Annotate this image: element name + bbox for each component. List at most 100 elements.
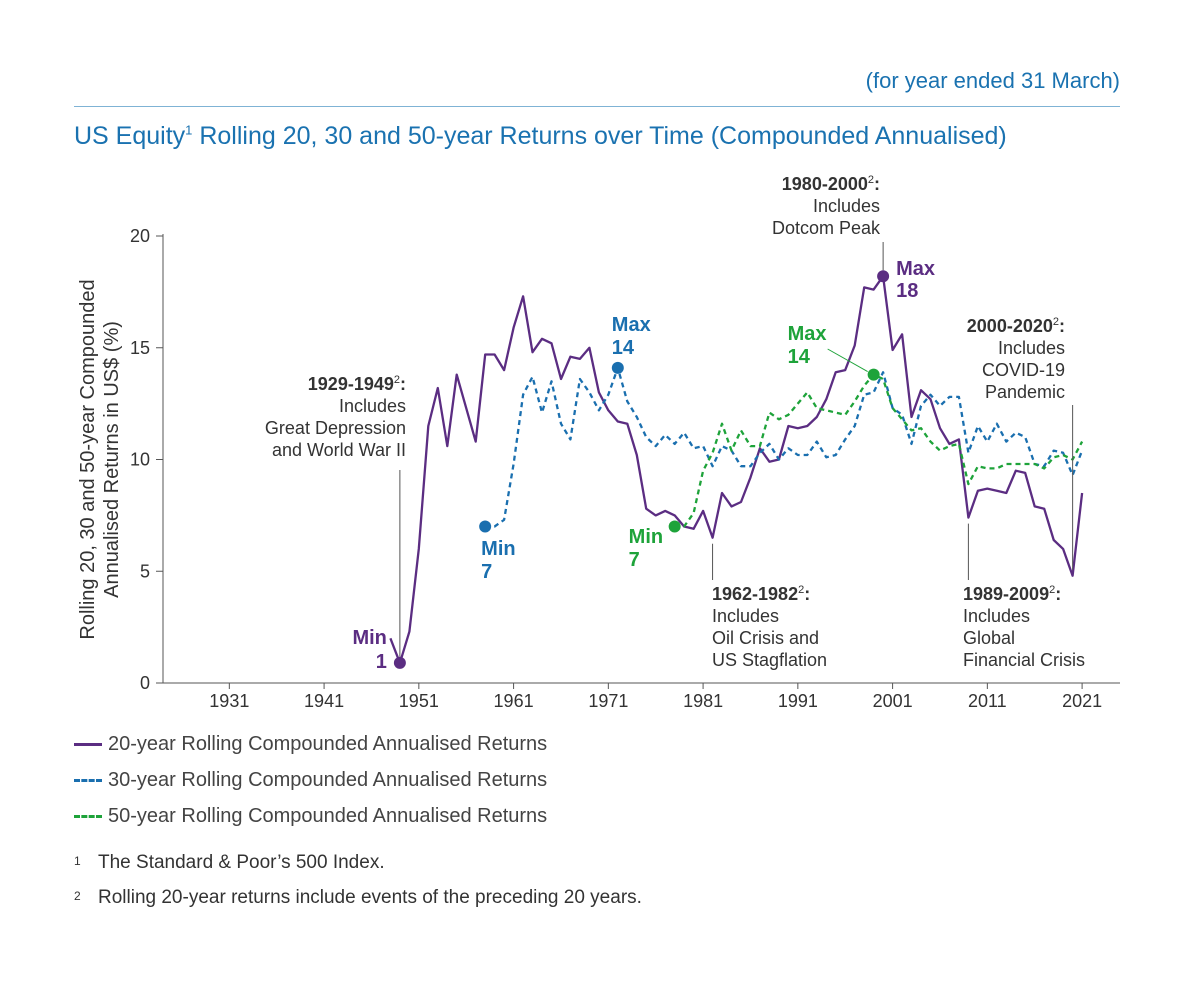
annotation-heading: 1962-1982	[712, 584, 798, 604]
marker-value: 1	[376, 651, 387, 673]
x-tick-label: 2001	[873, 691, 913, 711]
marker-r30-min	[479, 520, 492, 533]
marker-r20-min	[393, 656, 406, 669]
annotation-line: Financial Crisis	[963, 650, 1085, 670]
x-tick-label: 1941	[304, 691, 344, 711]
x-tick-label: 1981	[683, 691, 723, 711]
annotation-colon: :	[1055, 584, 1061, 604]
title-footnote-mark: 1	[185, 122, 193, 138]
legend-swatch-50yr	[74, 814, 102, 818]
annotation-a1989: 1989-20092: Includes Global Financial Crisi…	[963, 584, 1085, 670]
annotation-footnote-mark: 2	[1053, 316, 1059, 328]
y-tick-label: 15	[130, 338, 150, 358]
marker-r50-min	[668, 520, 681, 533]
marker-r30-max	[611, 361, 624, 374]
annotation-footnote-mark: 2	[394, 374, 400, 386]
marker-value: 7	[481, 561, 492, 583]
legend-item-20yr: 20-year Rolling Compounded Annualised Re…	[74, 726, 547, 762]
legend: 20-year Rolling Compounded Annualised Re…	[74, 726, 547, 834]
annotation-a1980: 1980-20002: Includes Dotcom Peak	[772, 174, 881, 238]
annotation-heading: 1989-2009	[963, 584, 1049, 604]
annotation-footnote-mark: 2	[798, 584, 804, 596]
annotation-line: Great Depression	[265, 418, 406, 438]
annotation-a2000: 2000-20202: Includes COVID-19 Pandemic	[967, 316, 1065, 402]
marker-value: 18	[896, 280, 918, 302]
y-axis-label-line: Annualised Returns in US$ (%)	[101, 321, 123, 598]
header-rule	[74, 106, 1120, 107]
legend-swatch-30yr	[74, 778, 102, 782]
x-tick-label: 1931	[209, 691, 249, 711]
marker-r50-max	[867, 368, 880, 381]
x-tick-label: 2021	[1062, 691, 1102, 711]
series-line-r20	[389, 275, 1084, 665]
annotation-line: and World War II	[272, 440, 406, 460]
marker-leader-r50-max	[827, 348, 868, 373]
annotation-colon: :	[400, 374, 406, 394]
footnote-2: 2 Rolling 20‑year returns include events…	[74, 887, 642, 922]
annotation-footnote-mark: 2	[868, 174, 874, 186]
marker-label: Max	[896, 258, 935, 280]
annotation-line: Oil Crisis and	[712, 628, 819, 648]
legend-label-50yr: 50-year Rolling Compounded Annualised Re…	[108, 804, 548, 827]
marker-value: 14	[788, 346, 811, 368]
marker-value: 14	[612, 337, 635, 359]
annotation-heading: 1929-1949	[308, 374, 394, 394]
y-tick-label: 5	[140, 561, 150, 581]
title-main: US Equity	[74, 122, 186, 150]
legend-swatch-20yr	[74, 742, 102, 746]
annotation-line: Includes	[712, 606, 779, 626]
footnote-text: Rolling 20‑year returns include events o…	[98, 887, 642, 908]
footnote-mark: 2	[74, 889, 81, 903]
footnote-1: 1 The Standard & Poor’s 500 Index.	[74, 852, 642, 887]
footnote-text: The Standard & Poor’s 500 Index.	[98, 852, 385, 873]
marker-r20-max	[877, 270, 890, 283]
x-tick-label: 1971	[588, 691, 628, 711]
chart-title: US Equity1 Rolling 20, 30 and 50-year Re…	[74, 122, 1007, 151]
y-axis-label: Rolling 20, 30 and 50-year Compounded Ann…	[77, 279, 123, 639]
x-tick-label: 1991	[778, 691, 818, 711]
period-note: (for year ended 31 March)	[865, 68, 1120, 93]
series-line-r30	[485, 366, 1084, 528]
marker-label: Min	[352, 627, 386, 649]
chart-annotations: 1929-19492: Includes Great Depression and W…	[265, 174, 1085, 670]
marker-label: Max	[788, 323, 827, 345]
legend-item-50yr: 50-year Rolling Compounded Annualised Re…	[74, 798, 547, 834]
annotation-line: Pandemic	[985, 382, 1065, 402]
annotation-colon: :	[1059, 316, 1065, 336]
legend-item-30yr: 30-year Rolling Compounded Annualised Re…	[74, 762, 547, 798]
y-tick-label: 0	[140, 673, 150, 693]
annotation-colon: :	[804, 584, 810, 604]
marker-label: Max	[612, 314, 651, 336]
annotation-a1929: 1929-19492: Includes Great Depression and W…	[265, 374, 406, 460]
chart-axes: 0 5 10 15 20 1931 1941 1951 1961 1971 1981 1991 2001…	[77, 226, 1120, 711]
legend-label-20yr: 20-year Rolling Compounded Annualised Re…	[108, 732, 548, 755]
x-tick-label: 2011	[968, 691, 1007, 711]
marker-label: Min	[481, 538, 515, 560]
annotation-line: Includes	[813, 196, 880, 216]
annotation-heading: 2000-2020	[967, 316, 1053, 336]
footnotes: 1 The Standard & Poor’s 500 Index. 2 Rol…	[74, 852, 642, 922]
annotation-colon: :	[874, 174, 880, 194]
annotation-a1962: 1962-19822: Includes Oil Crisis and US Stag…	[712, 584, 827, 670]
marker-label: Min	[629, 526, 663, 548]
y-axis-label-line: Rolling 20, 30 and 50-year Compounded	[77, 279, 99, 639]
legend-label-30yr: 30-year Rolling Compounded Annualised Re…	[108, 768, 548, 791]
footnote-mark: 1	[74, 854, 81, 868]
marker-value: 7	[629, 549, 640, 571]
annotation-line: US Stagflation	[712, 650, 827, 670]
annotation-line: Includes	[339, 396, 406, 416]
annotation-heading: 1980-2000	[782, 174, 868, 194]
annotation-line: Dotcom Peak	[772, 218, 881, 238]
annotation-line: Global	[963, 628, 1015, 648]
annotation-line: Includes	[998, 338, 1065, 358]
x-tick-label: 1951	[399, 691, 439, 711]
title-rest: Rolling 20, 30 and 50-year Returns over …	[192, 122, 1007, 150]
annotation-line: COVID-19	[982, 360, 1065, 380]
y-tick-label: 10	[130, 450, 150, 470]
annotation-line: Includes	[963, 606, 1030, 626]
annotation-footnote-mark: 2	[1049, 584, 1055, 596]
y-tick-label: 20	[130, 226, 150, 246]
x-tick-label: 1961	[494, 691, 534, 711]
